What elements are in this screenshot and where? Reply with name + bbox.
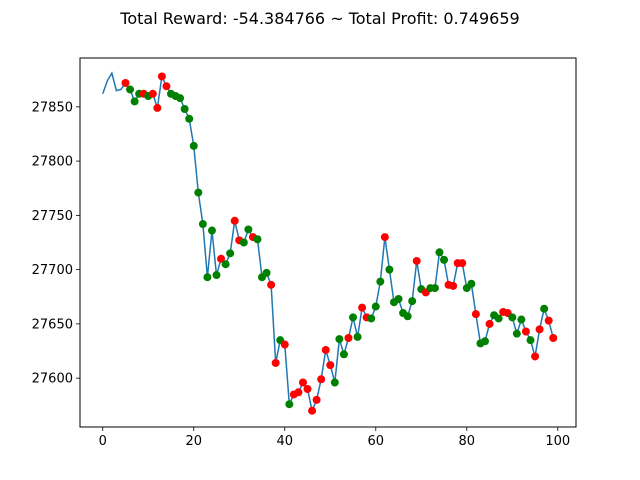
short-position-marker (485, 319, 494, 328)
short-position-marker (358, 303, 367, 312)
short-position-marker (298, 378, 307, 387)
long-position-marker (244, 225, 253, 234)
long-position-marker (130, 97, 139, 106)
short-position-marker (449, 281, 458, 290)
long-position-marker (189, 141, 198, 150)
short-position-marker (148, 89, 157, 98)
short-position-marker (344, 334, 353, 343)
short-position-marker (317, 375, 326, 384)
short-position-marker (312, 395, 321, 404)
long-position-marker (349, 313, 358, 322)
long-position-marker (494, 314, 503, 323)
short-position-marker (326, 361, 335, 370)
long-position-marker (221, 260, 230, 269)
short-position-marker (458, 259, 467, 268)
x-tick-label: 20 (185, 434, 202, 449)
short-position-marker (380, 233, 389, 242)
long-position-marker (212, 271, 221, 280)
long-position-marker (126, 85, 135, 94)
x-tick-label: 0 (99, 434, 107, 449)
long-position-marker (339, 350, 348, 359)
long-position-marker (198, 220, 207, 229)
short-position-marker (153, 103, 162, 112)
y-tick-label: 27650 (32, 317, 73, 332)
short-position-marker (308, 406, 317, 415)
y-axis: 27600 27650 27700 27750 27800 27850 (32, 100, 80, 387)
short-position-marker (549, 334, 558, 343)
x-tick-label: 80 (459, 434, 476, 449)
short-position-marker (544, 316, 553, 325)
long-position-marker (467, 279, 476, 288)
y-tick-label: 27600 (32, 372, 73, 387)
y-tick-label: 27800 (32, 155, 73, 170)
chart-title: Total Reward: -54.384766 ~ Total Profit:… (119, 9, 519, 28)
short-position-marker (521, 327, 530, 336)
long-position-marker (335, 335, 344, 344)
short-position-marker (217, 254, 226, 263)
long-position-marker (285, 400, 294, 409)
short-position-marker (280, 340, 289, 349)
y-tick-label: 27750 (32, 209, 73, 224)
long-position-marker (385, 265, 394, 274)
y-tick-label: 27850 (32, 100, 73, 115)
x-tick-label: 60 (368, 434, 385, 449)
x-axis: 0 20 40 60 80 100 (99, 427, 570, 449)
long-position-marker (540, 304, 549, 313)
long-position-marker (203, 273, 212, 282)
long-position-marker (435, 248, 444, 257)
long-position-marker (394, 294, 403, 303)
long-position-marker (194, 188, 203, 197)
long-position-marker (480, 337, 489, 346)
long-position-marker (239, 238, 248, 247)
short-position-marker (531, 352, 540, 361)
short-position-marker (230, 216, 239, 225)
long-position-marker (430, 284, 439, 293)
price-line (102, 71, 554, 414)
plot-frame (79, 57, 577, 428)
short-position-marker (412, 256, 421, 265)
long-position-marker (367, 314, 376, 323)
long-position-marker (253, 235, 262, 244)
long-position-marker (440, 255, 449, 264)
short-position-marker (162, 82, 171, 91)
short-position-marker (121, 78, 130, 87)
long-position-marker (176, 94, 185, 103)
short-position-marker (157, 72, 166, 81)
long-position-marker (403, 312, 412, 321)
long-position-marker (330, 378, 339, 387)
short-position-marker (321, 345, 330, 354)
short-position-marker (303, 385, 312, 394)
long-position-marker (508, 313, 517, 322)
long-position-marker (185, 114, 194, 123)
long-position-marker (226, 249, 235, 258)
long-position-marker (262, 268, 271, 277)
x-tick-label: 100 (545, 434, 570, 449)
long-position-marker (376, 277, 385, 286)
short-position-marker (471, 310, 480, 319)
long-position-marker (180, 105, 189, 114)
long-position-marker (353, 332, 362, 341)
plot-area (102, 71, 558, 415)
long-position-marker (512, 329, 521, 338)
long-position-marker (207, 226, 216, 235)
long-position-marker (517, 315, 526, 324)
short-position-marker (271, 358, 280, 367)
y-tick-label: 27700 (32, 263, 73, 278)
long-position-marker (526, 336, 535, 345)
short-position-marker (267, 280, 276, 289)
short-position-marker (535, 325, 544, 334)
x-tick-label: 40 (276, 434, 293, 449)
short-position-marker (294, 388, 303, 397)
long-position-marker (408, 297, 417, 306)
long-position-marker (371, 302, 380, 311)
